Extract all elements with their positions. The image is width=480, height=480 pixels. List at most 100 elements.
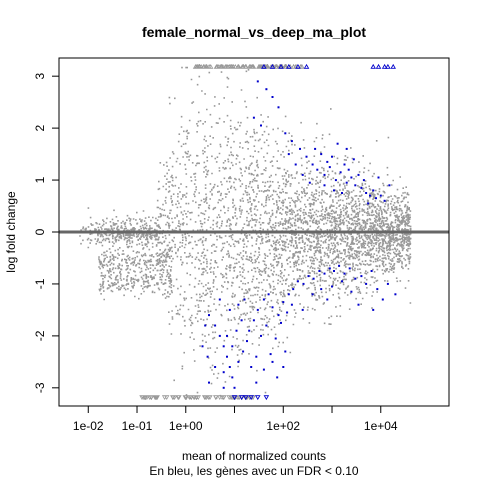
significant-point [328,267,331,270]
significant-point [206,355,209,358]
significant-point [252,116,255,119]
significant-point [341,192,343,194]
significant-point [265,88,268,91]
significant-point [336,142,339,145]
significant-point [345,181,348,184]
significant-point [377,176,380,179]
significant-point [282,301,285,304]
significant-point [312,277,315,280]
significant-point-clipped [278,63,284,69]
significant-point [311,293,314,296]
significant-point [267,293,270,296]
y-axis-label: log fold change [4,191,18,273]
significant-point-clipped [261,63,267,69]
significant-point [372,189,375,192]
significant-point [287,153,290,156]
clipped-genes [139,64,305,400]
significant-point [269,353,272,356]
significant-point [350,290,353,293]
significant-point [208,314,210,317]
significant-point-clipped [231,395,238,401]
significant-point [383,199,386,202]
significant-point [320,153,323,156]
significant-point [237,360,240,363]
significant-point [357,303,360,306]
significant-point [375,197,377,200]
significant-point [246,340,248,343]
significant-point [318,270,321,272]
significant-point [334,179,337,182]
chart-title: female_normal_vs_deep_ma_plot [142,24,366,40]
x-axis: 1e-02 1e-01 1e+00 1e+02 1e+04 [73,406,398,433]
significant-point [256,80,259,83]
significant-point [271,96,274,98]
significant-point [262,298,265,301]
significant-point [328,166,331,169]
significant-point [294,163,297,166]
x-tick-label: 1e-01 [122,419,153,433]
significant-point [243,298,246,301]
significant-point [376,288,379,291]
significant-point [260,334,262,337]
significant-point [276,376,279,379]
significant-point [214,366,217,368]
significant-point [260,124,262,127]
significant-point [307,275,310,278]
significant-point [231,345,234,348]
significant-point-clipped [385,63,391,69]
significant-point [367,202,370,205]
significant-point [274,337,277,340]
significant-point [323,173,326,176]
significant-point [343,163,346,166]
significant-point-clipped [375,63,382,69]
significant-point [323,272,326,275]
significant-point [226,355,228,358]
significant-point [214,324,217,327]
significant-point [231,376,234,379]
significant-point [222,345,225,348]
significant-point-clipped [242,395,249,401]
significant-point [347,168,350,171]
significant-point-clipped [255,395,261,401]
significant-point [343,272,346,275]
significant-point [331,285,333,288]
significant-point [290,303,293,306]
significant-point [237,303,240,306]
significant-point [292,288,295,291]
significant-point [388,184,391,187]
significant-point-clipped [238,395,245,401]
significant-point [333,270,335,272]
x-tick-label: 1e+04 [364,419,398,433]
significant-point [271,360,274,363]
significant-point-clipped [303,63,310,69]
significant-point-clipped [263,395,270,401]
significant-point [301,308,304,311]
significant-point [262,368,265,371]
significant-point [201,345,204,348]
y-tick-label: -1 [33,278,47,289]
significant-point [302,282,305,285]
significant-point [365,192,368,194]
significant-point [255,355,258,358]
significant-point [381,298,384,301]
significant-point [323,184,326,187]
significant-point [218,334,221,337]
significant-point [228,308,231,311]
significant-point [311,163,314,166]
significant-point [290,140,293,143]
significant-point [228,366,231,368]
significant-point [360,186,363,189]
significant-point [248,329,251,332]
significant-point-clipped [381,63,388,69]
significant-point [235,329,238,332]
significant-point [360,275,363,278]
significant-point [320,288,323,291]
significant-point [362,179,365,182]
y-tick-label: 0 [33,228,47,235]
significant-point [250,366,253,368]
chart-subtitle: En bleu, les gènes avec un FDR < 0.10 [149,464,358,478]
significant-point [208,381,210,384]
significant-point [345,147,348,150]
significant-point [204,324,207,327]
significant-point [369,194,371,197]
